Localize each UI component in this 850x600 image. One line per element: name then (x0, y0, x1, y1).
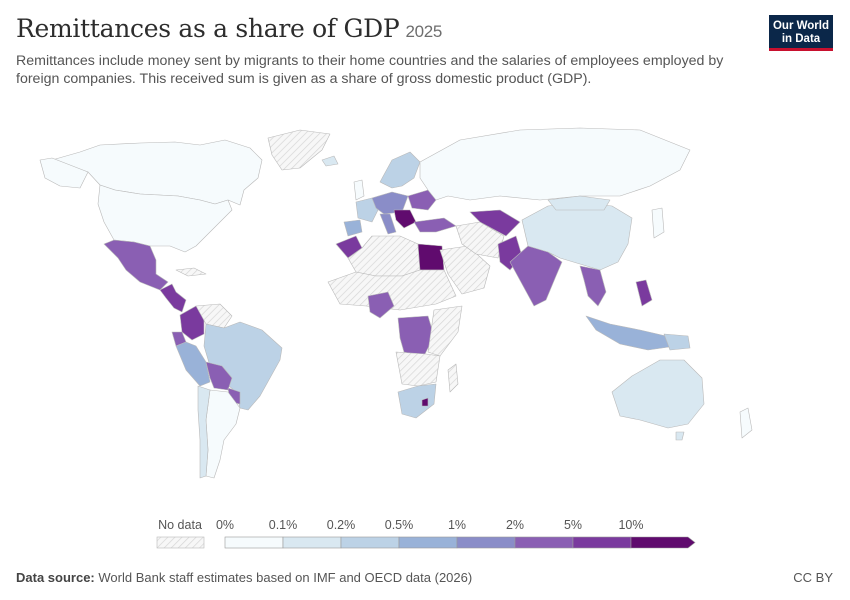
legend-swatch-5[interactable] (514, 536, 574, 549)
legend-tick-label-7: 10% (618, 518, 643, 532)
legend-tick-label-6: 5% (564, 518, 582, 532)
legend-no-data-swatch (156, 536, 205, 549)
legend-tick-label-2: 0.2% (327, 518, 356, 532)
legend-swatch-6[interactable] (572, 536, 632, 549)
legend-tick-label-5: 2% (506, 518, 524, 532)
country-philippines[interactable] (635, 279, 653, 307)
country-usa-alaska[interactable] (39, 157, 89, 189)
legend-tick-label-3: 0.5% (385, 518, 414, 532)
country-lesotho[interactable] (421, 397, 429, 407)
country-peru[interactable] (175, 341, 211, 387)
owid-logo[interactable]: Our World in Data (769, 15, 833, 51)
title-text: Remittances as a share of GDP (16, 14, 400, 43)
country-nigeria[interactable] (367, 291, 395, 319)
legend-no-data-label: No data (158, 518, 202, 532)
country-chile[interactable] (197, 385, 211, 479)
country-turkey[interactable] (413, 217, 457, 233)
country-italy[interactable] (379, 213, 397, 235)
country-southern-africa[interactable] (395, 351, 441, 387)
country-iceland[interactable] (321, 155, 339, 167)
legend-swatch-2[interactable] (340, 536, 400, 549)
legend-swatch-0[interactable] (224, 536, 284, 549)
country-scandinavia[interactable] (379, 151, 421, 189)
country-cuba[interactable] (175, 267, 207, 277)
country-ukraine[interactable] (407, 189, 437, 211)
country-japan[interactable] (651, 207, 665, 239)
world-map (39, 127, 753, 479)
country-spain[interactable] (343, 219, 363, 237)
legend-tick-label-4: 1% (448, 518, 466, 532)
chart-subtitle: Remittances include money sent by migran… (16, 53, 724, 87)
legend-tick-label-0: 0% (216, 518, 234, 532)
legend: No data 0% 0.1% 0.2% 0.5% 1% 2% 5% 10% (156, 518, 696, 549)
country-argentina[interactable] (205, 389, 241, 479)
legend-swatch-3[interactable] (398, 536, 458, 549)
country-madagascar[interactable] (447, 363, 459, 393)
country-tasmania[interactable] (675, 431, 685, 441)
footer-source: Data source: World Bank staff estimates … (16, 570, 472, 585)
legend-swatch-1[interactable] (282, 536, 342, 549)
country-new-zealand[interactable] (739, 407, 753, 439)
legend-swatch-4[interactable] (456, 536, 516, 549)
country-balkans[interactable] (393, 209, 417, 229)
country-indonesia[interactable] (585, 315, 677, 351)
logo-line-2: in Data (781, 33, 821, 45)
country-france[interactable] (355, 197, 379, 223)
title-year: 2025 (405, 22, 443, 41)
country-east-africa[interactable] (427, 305, 463, 357)
legend-swatch-7[interactable] (630, 536, 696, 549)
logo-line-1: Our World (772, 20, 829, 32)
country-central-asia[interactable] (469, 209, 521, 237)
country-south-africa[interactable] (397, 383, 437, 419)
country-australia[interactable] (611, 359, 705, 429)
country-russia[interactable] (419, 127, 691, 201)
country-southeast-asia[interactable] (579, 265, 607, 307)
source-text: World Bank staff estimates based on IMF … (98, 570, 473, 585)
country-venezuela[interactable] (195, 303, 233, 329)
country-central-america[interactable] (159, 283, 187, 313)
chart-title: Remittances as a share of GDP 2025 (16, 14, 442, 43)
country-sahel[interactable] (327, 269, 457, 311)
country-mexico[interactable] (103, 239, 169, 291)
country-greenland[interactable] (267, 129, 331, 171)
country-egypt[interactable] (417, 243, 445, 271)
legend-tick-label-1: 0.1% (269, 518, 298, 532)
country-mongolia[interactable] (547, 195, 611, 211)
source-label: Data source: (16, 570, 95, 585)
license-link[interactable]: CC BY (793, 570, 833, 585)
country-papua[interactable] (663, 333, 691, 351)
country-uk[interactable] (353, 179, 365, 201)
